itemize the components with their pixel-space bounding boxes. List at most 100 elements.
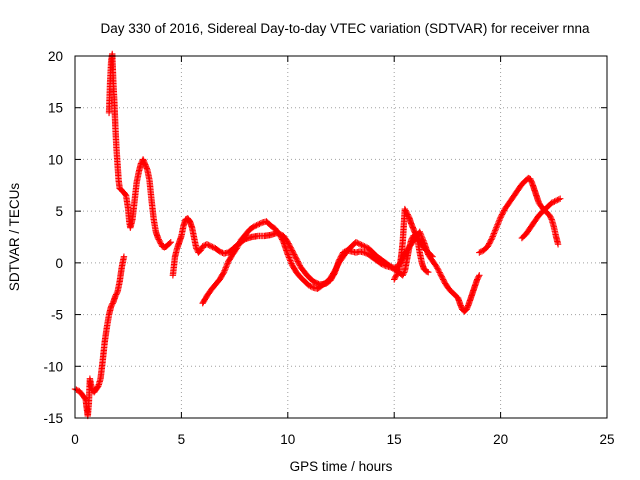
data-point [278, 234, 285, 242]
data-point [498, 211, 506, 218]
data-point [388, 263, 395, 270]
plot-frame [74, 55, 608, 419]
data-point [251, 222, 259, 230]
y-tick-label: -5 [51, 308, 63, 323]
data-point [332, 265, 340, 272]
data-point [331, 267, 338, 275]
data-point [500, 208, 507, 216]
data-point [440, 277, 448, 284]
data-point [217, 248, 225, 256]
data-point [412, 230, 419, 238]
series-s7 [518, 195, 564, 242]
data-point [73, 386, 80, 393]
data-point [361, 249, 368, 256]
data-point [120, 253, 128, 260]
y-tick-label: 5 [55, 204, 63, 219]
data-point [490, 230, 498, 237]
data-point [295, 259, 302, 267]
data-point [250, 223, 257, 230]
data-point [547, 213, 554, 220]
data-point [332, 266, 339, 273]
data-point [276, 232, 284, 239]
data-point [154, 234, 162, 242]
data-points [71, 50, 564, 420]
data-point [394, 269, 401, 276]
data-point [354, 239, 361, 247]
data-point [112, 291, 120, 298]
data-point [476, 249, 483, 256]
data-point [433, 263, 440, 271]
data-point [295, 261, 303, 268]
data-point [198, 245, 205, 253]
data-point [437, 272, 445, 279]
data-point [486, 238, 494, 246]
data-point [403, 208, 410, 216]
data-point [489, 233, 496, 240]
data-point [236, 239, 243, 247]
data-point [207, 243, 215, 250]
data-point [108, 301, 116, 309]
data-point [206, 242, 213, 249]
data-point [439, 274, 446, 282]
data-point [391, 274, 399, 282]
data-point [167, 238, 174, 246]
data-point [554, 241, 562, 248]
data-point [221, 267, 228, 274]
data-point [107, 303, 115, 310]
series-s5 [391, 205, 436, 283]
data-point [412, 232, 420, 239]
data-point [279, 237, 287, 244]
data-point [205, 241, 212, 249]
data-point [393, 272, 400, 279]
data-point [475, 273, 482, 280]
data-point [285, 254, 293, 261]
data-point [293, 255, 300, 262]
y-tick-label: -15 [43, 411, 63, 426]
data-point [404, 211, 411, 218]
data-point [495, 218, 502, 225]
x-tick-label: 15 [387, 432, 402, 447]
data-point [287, 258, 295, 266]
data-point [499, 210, 506, 217]
data-point [166, 240, 173, 247]
data-point [494, 221, 501, 228]
data-point [402, 250, 409, 257]
data-point [496, 217, 503, 224]
data-point [292, 254, 299, 261]
data-point [555, 196, 562, 203]
data-point [224, 260, 231, 267]
data-point [199, 243, 206, 250]
data-point [157, 240, 165, 247]
x-tick-label: 5 [178, 432, 186, 447]
data-point [289, 248, 296, 256]
data-point [307, 283, 314, 290]
data-point [361, 243, 368, 250]
data-point [485, 241, 492, 249]
y-tick-label: 15 [48, 101, 63, 116]
data-point [497, 214, 504, 221]
data-point [554, 196, 561, 204]
data-point [286, 255, 293, 263]
data-point [308, 283, 316, 291]
data-point [434, 265, 441, 272]
data-point [549, 198, 557, 206]
data-point [287, 257, 294, 264]
data-point [200, 242, 208, 249]
data-point [290, 251, 298, 258]
data-point [156, 237, 163, 244]
data-point [436, 269, 443, 276]
data-point [253, 222, 260, 229]
data-point [257, 220, 265, 227]
data-point [498, 212, 505, 220]
x-tick-label: 25 [599, 432, 614, 447]
data-point [288, 245, 295, 253]
data-point [473, 276, 481, 283]
data-point [220, 268, 228, 276]
data-point [399, 272, 406, 279]
data-point [392, 273, 399, 280]
data-point [284, 251, 291, 258]
data-point [417, 230, 424, 237]
data-point [477, 248, 484, 256]
data-point [113, 289, 121, 297]
